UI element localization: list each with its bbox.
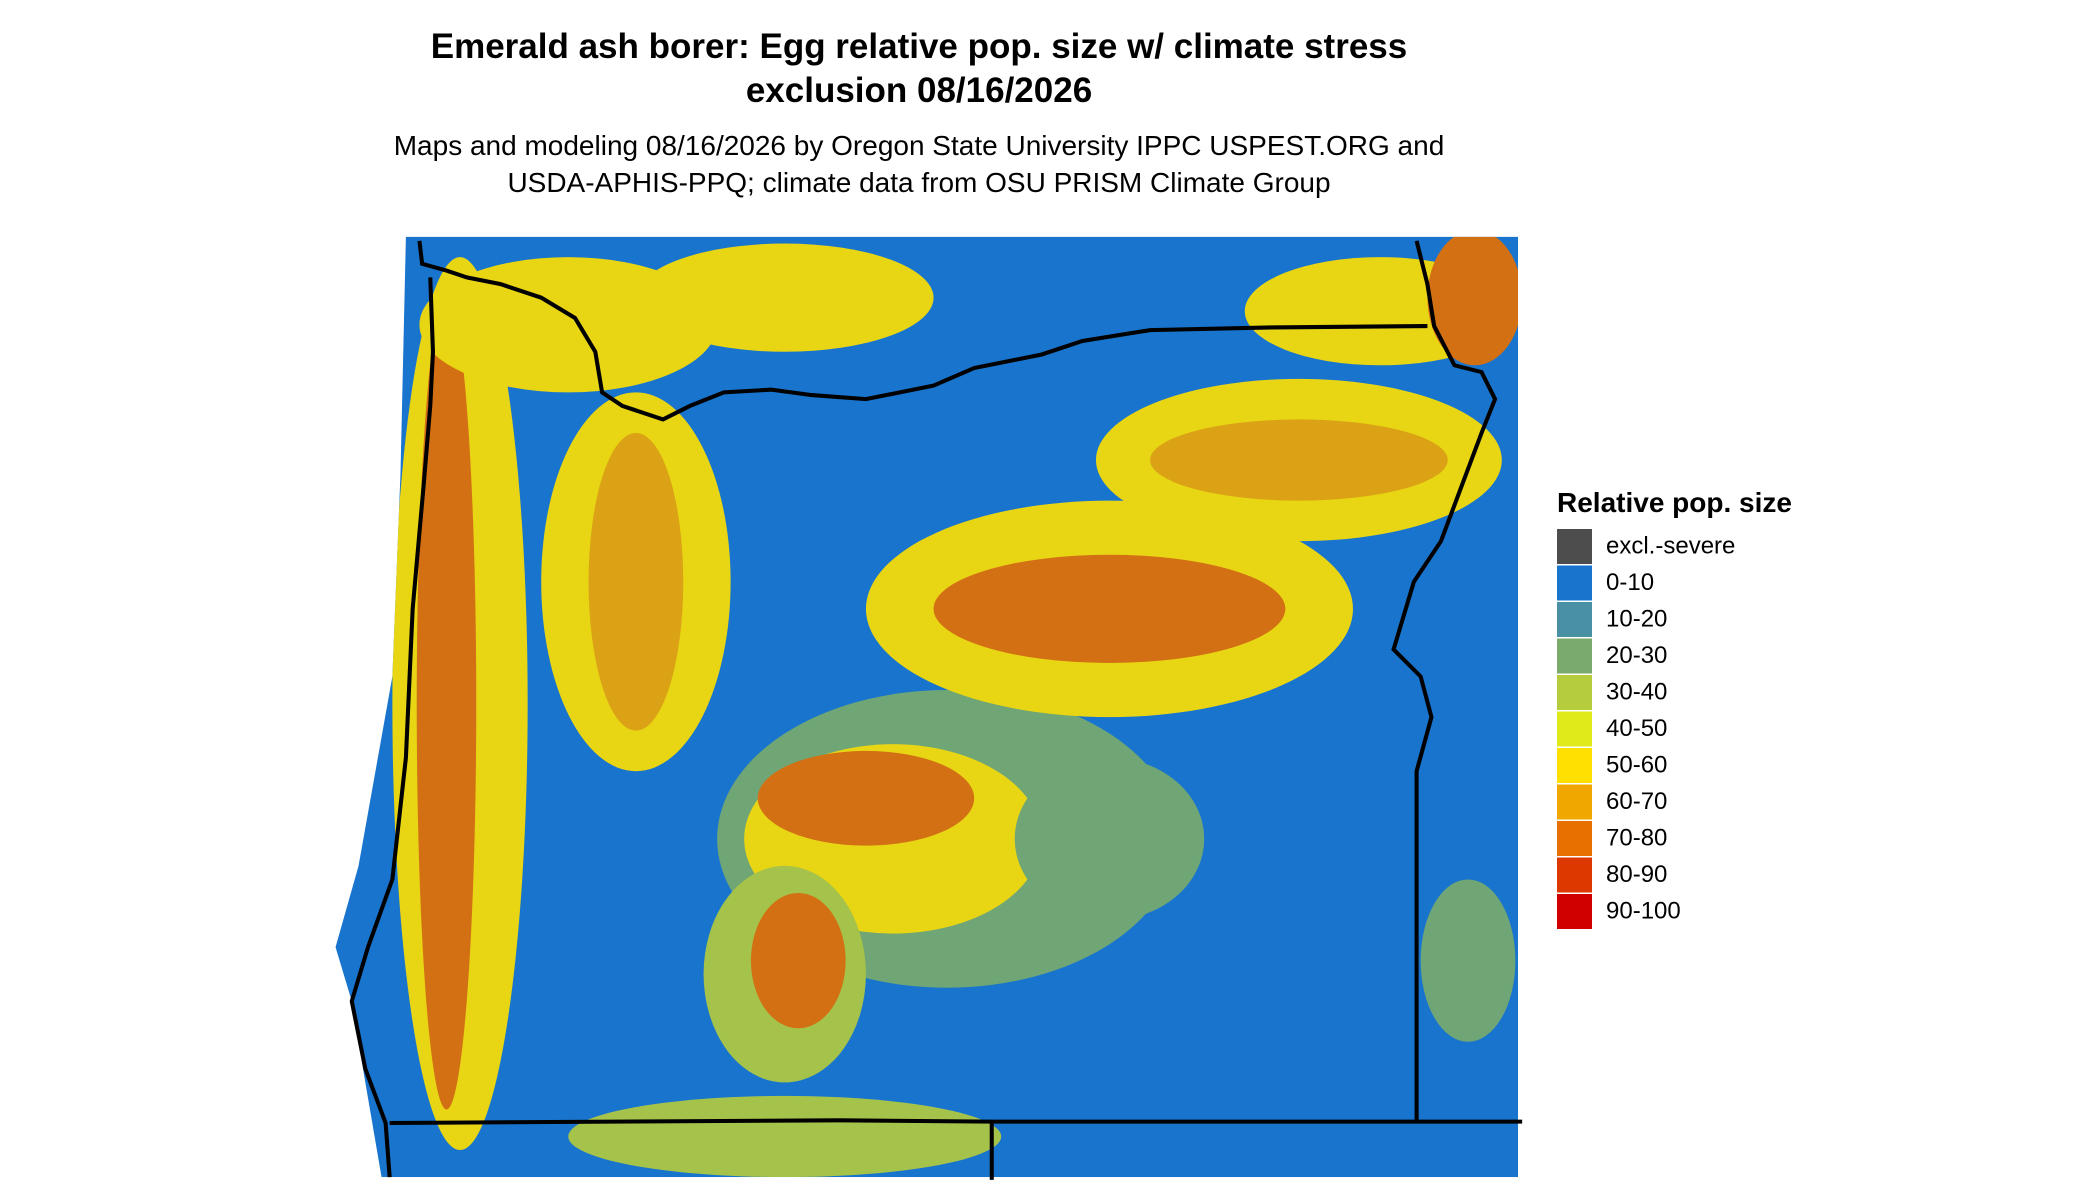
raster xyxy=(335,236,1519,1178)
legend-swatch xyxy=(1557,565,1592,601)
title-line: Emerald ash borer: Egg relative pop. siz… xyxy=(431,27,1407,66)
state-border xyxy=(389,1118,1523,1180)
legend-swatch xyxy=(1557,602,1592,637)
legend: excl.-severe 0-10 10-20 20-30 30-40 40-50 50-6… xyxy=(1557,529,1735,929)
legend-label: 10-20 xyxy=(1606,605,1667,632)
coastline xyxy=(349,277,435,1178)
state-border xyxy=(1391,240,1498,1123)
subtitle-line: USDA-APHIS-PPQ; climate data from OSU PR… xyxy=(507,167,1330,198)
legend-label: 20-30 xyxy=(1606,642,1667,669)
legend-swatch xyxy=(1557,821,1592,856)
legend-swatch xyxy=(1557,784,1592,820)
legend-label: 0-10 xyxy=(1606,569,1654,596)
legend-label: 90-100 xyxy=(1606,897,1681,924)
raster-zones xyxy=(392,236,1519,1178)
legend-title: Relative pop. size xyxy=(1557,487,1792,518)
legend-swatch xyxy=(1557,675,1592,710)
state-border xyxy=(417,240,1428,422)
legend-swatch xyxy=(1557,711,1592,747)
legend-label: 70-80 xyxy=(1606,824,1667,851)
subtitle-line: Maps and modeling 08/16/2026 by Oregon S… xyxy=(394,130,1445,161)
map xyxy=(335,236,1523,1180)
legend-label: 60-70 xyxy=(1606,788,1667,815)
legend-swatch xyxy=(1557,748,1592,783)
legend-label: 40-50 xyxy=(1606,715,1667,742)
legend-swatch xyxy=(1557,529,1592,564)
legend-swatch xyxy=(1557,894,1592,929)
legend-swatch xyxy=(1557,638,1592,674)
title-line: exclusion 08/16/2026 xyxy=(746,71,1092,110)
legend-label: 80-90 xyxy=(1606,861,1667,888)
legend-label: 30-40 xyxy=(1606,678,1667,705)
legend-label: excl.-severe xyxy=(1606,532,1735,559)
legend-swatch xyxy=(1557,857,1592,893)
legend-label: 50-60 xyxy=(1606,751,1667,778)
